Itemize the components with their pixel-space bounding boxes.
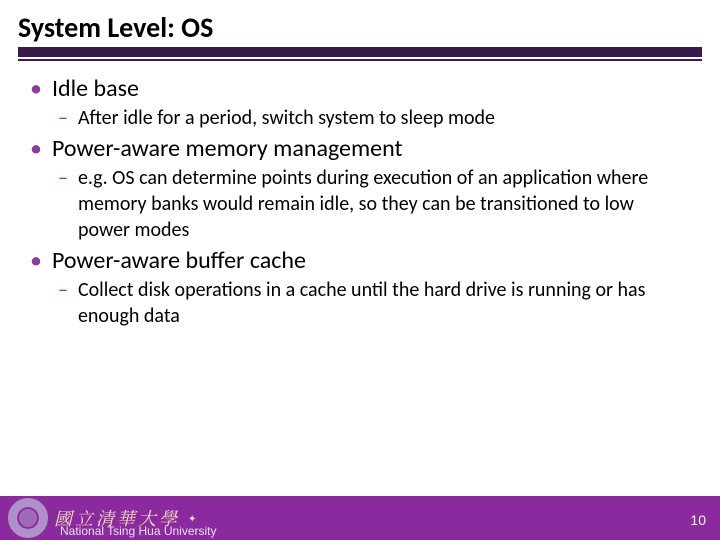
sub-bullet-text: After idle for a period, switch system t…: [78, 105, 495, 131]
sub-bullet-item: – After idle for a period, switch system…: [58, 105, 690, 131]
title-bar-thick: [18, 47, 702, 57]
bullet-item: • Idle base: [30, 75, 690, 103]
decorative-dot-icon: ✦: [188, 512, 196, 525]
university-seal-icon: [8, 498, 48, 538]
title-underlines: [18, 47, 702, 61]
page-number: 10: [690, 512, 706, 528]
title-area: System Level: OS: [0, 0, 720, 63]
title-bar-thin: [18, 59, 702, 61]
slide-title: System Level: OS: [18, 10, 702, 45]
bullet-icon: •: [30, 75, 42, 103]
dash-icon: –: [58, 165, 68, 191]
sub-bullet-item: – Collect disk operations in a cache unt…: [58, 277, 690, 329]
bullet-item: • Power-aware memory management: [30, 135, 690, 163]
footer-institution: National Tsing Hua University: [60, 524, 217, 538]
content-area: • Idle base – After idle for a period, s…: [0, 63, 720, 329]
sub-bullet-item: – e.g. OS can determine points during ex…: [58, 165, 690, 243]
bullet-text: Idle base: [52, 75, 139, 103]
bullet-text: Power-aware buffer cache: [52, 247, 306, 275]
sub-bullet-text: e.g. OS can determine points during exec…: [78, 165, 690, 243]
bullet-icon: •: [30, 247, 42, 275]
footer-bar: 國立清華大學 ✦ National Tsing Hua University 1…: [0, 496, 720, 540]
dash-icon: –: [58, 277, 68, 303]
slide: System Level: OS • Idle base – After idl…: [0, 0, 720, 540]
sub-bullet-text: Collect disk operations in a cache until…: [78, 277, 690, 329]
bullet-text: Power-aware memory management: [52, 135, 403, 163]
bullet-item: • Power-aware buffer cache: [30, 247, 690, 275]
bullet-icon: •: [30, 135, 42, 163]
dash-icon: –: [58, 105, 68, 131]
